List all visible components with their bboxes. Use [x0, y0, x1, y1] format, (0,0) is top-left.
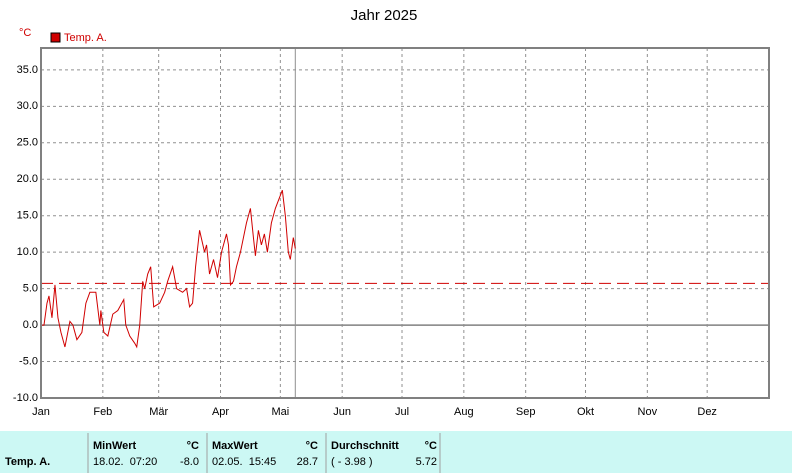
- x-tick-label: Jan: [32, 406, 50, 418]
- stats-panel: [0, 431, 792, 473]
- stats-unit: °C: [187, 440, 199, 452]
- x-tick-label: Jul: [395, 406, 409, 418]
- stats-unit: °C: [306, 440, 318, 452]
- legend-swatch: [50, 32, 61, 43]
- chart-title: Jahr 2025: [351, 7, 418, 24]
- plot-area: [41, 48, 769, 398]
- x-tick-label: Apr: [212, 406, 229, 418]
- x-tick-label: Mär: [149, 406, 168, 418]
- y-tick-label: 5.0: [23, 283, 38, 295]
- x-tick-label: Dez: [697, 406, 717, 418]
- x-tick-label: Okt: [577, 406, 594, 418]
- y-tick-label: 35.0: [17, 64, 38, 76]
- y-tick-label: 10.0: [17, 246, 38, 258]
- stats-value: 5.72: [416, 456, 437, 468]
- x-tick-label: Jun: [333, 406, 351, 418]
- y-tick-label: 20.0: [17, 173, 38, 185]
- stats-unit: °C: [425, 440, 437, 452]
- legend-label: Temp. A.: [64, 32, 107, 44]
- y-tick-label: -10.0: [13, 392, 38, 404]
- series-line: [41, 190, 296, 349]
- y-tick-label: 15.0: [17, 210, 38, 222]
- x-tick-label: Aug: [454, 406, 474, 418]
- x-tick-label: Mai: [271, 406, 289, 418]
- y-tick-label: 25.0: [17, 137, 38, 149]
- stats-when: 18.02. 07:20: [93, 456, 157, 468]
- y-axis-label: °C: [19, 27, 31, 39]
- stats-row-label: Temp. A.: [5, 456, 50, 468]
- stats-value: -8.0: [180, 456, 199, 468]
- stats-header: MaxWert: [212, 440, 258, 452]
- plot-frame: [40, 47, 770, 399]
- y-tick-label: 30.0: [17, 100, 38, 112]
- stats-header: MinWert: [93, 440, 137, 452]
- stats-when: ( - 3.98 ): [331, 456, 373, 468]
- x-tick-label: Nov: [638, 406, 658, 418]
- y-tick-label: -5.0: [19, 355, 38, 367]
- stats-when: 02.05. 15:45: [212, 456, 276, 468]
- x-tick-label: Sep: [516, 406, 536, 418]
- stats-header: Durchschnitt: [331, 440, 399, 452]
- stats-value: 28.7: [297, 456, 318, 468]
- y-tick-label: 0.0: [23, 319, 38, 331]
- x-tick-label: Feb: [93, 406, 112, 418]
